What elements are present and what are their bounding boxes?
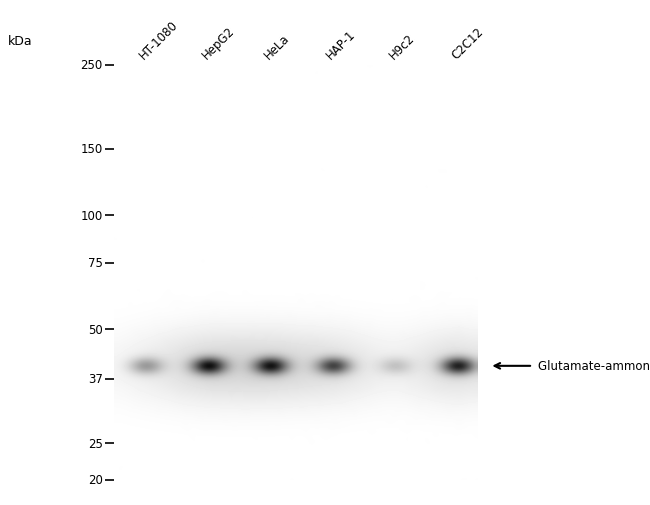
- Text: 50: 50: [88, 323, 103, 336]
- Text: HepG2: HepG2: [200, 24, 237, 62]
- Text: H9c2: H9c2: [387, 31, 417, 62]
- Text: 250: 250: [81, 59, 103, 72]
- Text: Glutamate-ammonia ligase: Glutamate-ammonia ligase: [538, 360, 650, 373]
- Text: C2C12: C2C12: [449, 25, 486, 62]
- Text: 20: 20: [88, 473, 103, 486]
- Text: HT-1080: HT-1080: [137, 18, 181, 62]
- Text: HAP-1: HAP-1: [324, 27, 358, 62]
- Text: 75: 75: [88, 257, 103, 270]
- Text: kDa: kDa: [8, 35, 32, 48]
- Text: 37: 37: [88, 372, 103, 385]
- Text: 25: 25: [88, 437, 103, 449]
- Text: HeLa: HeLa: [262, 31, 292, 62]
- Text: 100: 100: [81, 210, 103, 222]
- Text: 150: 150: [81, 143, 103, 156]
